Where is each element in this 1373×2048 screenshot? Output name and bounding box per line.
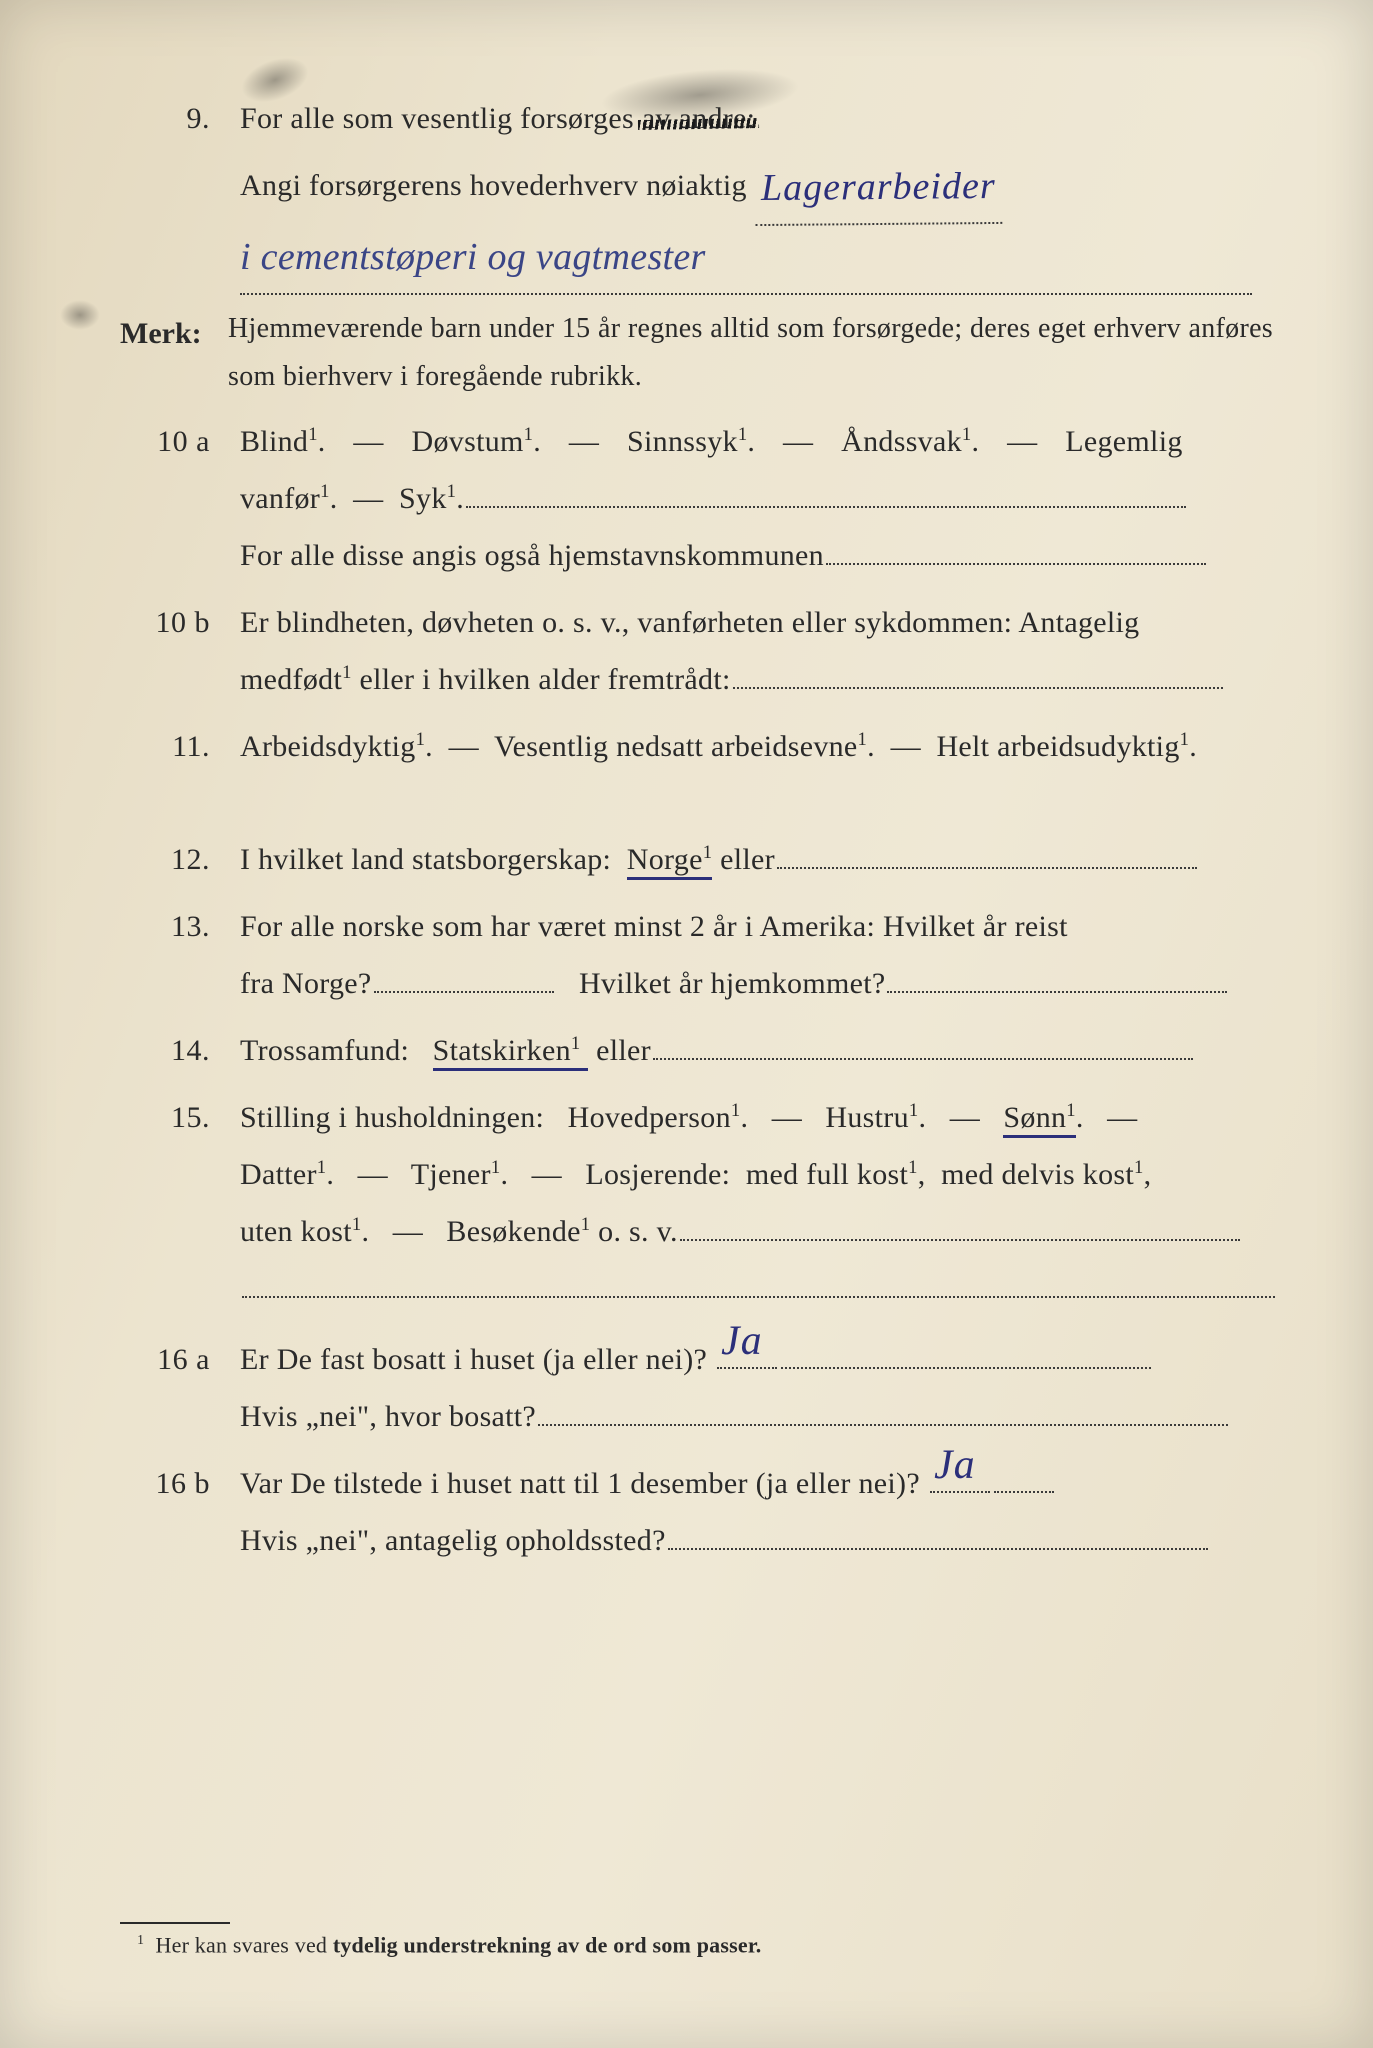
text: medfødt1 bbox=[240, 663, 352, 696]
question-number: 15. bbox=[120, 1089, 240, 1146]
option-underlined: Statskirken1 bbox=[433, 1034, 589, 1071]
question-number: 12. bbox=[120, 831, 240, 888]
footnote-marker: 1 bbox=[137, 1932, 144, 1947]
question-12: 12. I hvilket land statsborgerskap: Norg… bbox=[120, 831, 1273, 888]
question-body: Arbeidsdyktig1. — Vesentlig nedsatt arbe… bbox=[240, 718, 1273, 775]
question-number: 16 a bbox=[120, 1331, 240, 1388]
text: Er De fast bosatt i huset (ja eller nei)… bbox=[240, 1343, 707, 1376]
text: Hvilket år hjemkommet? bbox=[579, 967, 886, 1000]
text: For alle disse angis også hjemstavnskomm… bbox=[240, 539, 824, 572]
question-number: 13. bbox=[120, 898, 240, 955]
question-number: 14. bbox=[120, 1022, 240, 1079]
footnote: 1 Her kan svares ved tydelig understrekn… bbox=[120, 1932, 1273, 1958]
question-body: Trossamfund: Statskirken1 eller bbox=[240, 1022, 1273, 1079]
option: uten kost1. bbox=[240, 1215, 369, 1248]
question-9: 9. For alle som vesentlig forsørges av a… bbox=[120, 90, 1273, 295]
census-form-page: 9. For alle som vesentlig forsørges av a… bbox=[0, 0, 1373, 2048]
question-number: 11. bbox=[120, 718, 240, 775]
option: Åndssvak1. bbox=[841, 425, 979, 458]
text: eller bbox=[596, 1034, 651, 1067]
question-number: 10 b bbox=[120, 594, 240, 651]
question-10b: 10 b Er blindheten, døvheten o. s. v., v… bbox=[120, 594, 1273, 708]
text-struck: av andre: bbox=[642, 102, 755, 135]
handwritten-answer: Ja bbox=[933, 1425, 975, 1505]
question-body: For alle norske som har været minst 2 år… bbox=[240, 898, 1273, 1012]
handwritten-answer: Ja bbox=[721, 1301, 763, 1381]
text: Var De tilstede i huset natt til 1 desem… bbox=[240, 1467, 920, 1500]
option: Arbeidsdyktig1. bbox=[240, 730, 433, 763]
option: Døvstum1. bbox=[412, 425, 542, 458]
text: Hvis „nei", antagelig opholdssted? bbox=[240, 1524, 666, 1557]
footnote-area: 1 Her kan svares ved tydelig understrekn… bbox=[120, 1862, 1273, 1958]
text: For alle norske som har været minst 2 år… bbox=[240, 910, 1068, 943]
option-underlined: Sønn1 bbox=[1003, 1101, 1076, 1138]
question-14: 14. Trossamfund: Statskirken1 eller bbox=[120, 1022, 1273, 1079]
option: med full kost1, bbox=[746, 1158, 926, 1191]
merk-label: Merk: bbox=[120, 305, 228, 362]
text: eller i hvilken alder fremtrådt: bbox=[352, 663, 731, 696]
text: For alle som vesentlig forsørges bbox=[240, 102, 634, 135]
question-body: Var De tilstede i huset natt til 1 desem… bbox=[240, 1455, 1273, 1569]
option: Vesentlig nedsatt arbeidsevne1. bbox=[494, 730, 875, 763]
option: vanfør1. bbox=[240, 482, 338, 515]
merk-text: Hjemmeværende barn under 15 år regnes al… bbox=[228, 305, 1273, 400]
option: Helt arbeidsudyktig1. bbox=[936, 730, 1197, 763]
question-16b: 16 b Var De tilstede i huset natt til 1 … bbox=[120, 1455, 1273, 1569]
option: med delvis kost1, bbox=[941, 1158, 1151, 1191]
question-11: 11. Arbeidsdyktig1. — Vesentlig nedsatt … bbox=[120, 718, 1273, 775]
text: o. s. v. bbox=[590, 1215, 677, 1248]
question-body: Er De fast bosatt i huset (ja eller nei)… bbox=[240, 1331, 1273, 1445]
question-13: 13. For alle norske som har været minst … bbox=[120, 898, 1273, 1012]
option: Hovedperson1. bbox=[568, 1101, 749, 1134]
question-body: I hvilket land statsborgerskap: Norge1 e… bbox=[240, 831, 1273, 888]
handwritten-answer: Lagerarbeider bbox=[754, 150, 1001, 226]
text: Hvis „nei", hvor bosatt? bbox=[240, 1400, 536, 1433]
option: Hustru1. bbox=[825, 1101, 926, 1134]
merk-note: Merk: Hjemmeværende barn under 15 år reg… bbox=[120, 305, 1273, 400]
footnote-rule bbox=[120, 1922, 230, 1924]
text: Losjerende: bbox=[585, 1158, 730, 1191]
option: Blind1. bbox=[240, 425, 326, 458]
text: fra Norge? bbox=[240, 967, 372, 1000]
option: Besøkende1 bbox=[446, 1215, 590, 1248]
option: Legemlig bbox=[1065, 425, 1182, 458]
text: Trossamfund: bbox=[240, 1034, 409, 1067]
option-underlined: Norge1 bbox=[627, 843, 713, 880]
question-15: 15. Stilling i husholdningen: Hovedperso… bbox=[120, 1089, 1273, 1317]
text: eller bbox=[720, 843, 775, 876]
footnote-text-bold: tydelig understrekning av de ord som pas… bbox=[333, 1932, 762, 1957]
handwritten-answer: i cementstøperi og vagtmester bbox=[240, 221, 1252, 295]
question-body: Blind1. — Døvstum1. — Sinnssyk1. — Åndss… bbox=[240, 413, 1273, 584]
question-16a: 16 a Er De fast bosatt i huset (ja eller… bbox=[120, 1331, 1273, 1445]
question-body: For alle som vesentlig forsørges av andr… bbox=[240, 90, 1273, 295]
text: I hvilket land statsborgerskap: bbox=[240, 843, 611, 876]
option: Syk1. bbox=[399, 482, 464, 515]
question-body: Stilling i husholdningen: Hovedperson1. … bbox=[240, 1089, 1273, 1317]
option: Sinnssyk1. bbox=[627, 425, 755, 458]
question-body: Er blindheten, døvheten o. s. v., vanfør… bbox=[240, 594, 1273, 708]
question-10a: 10 a Blind1. — Døvstum1. — Sinnssyk1. — … bbox=[120, 413, 1273, 584]
text: Stilling i husholdningen: bbox=[240, 1101, 544, 1134]
option: Datter1. bbox=[240, 1158, 334, 1191]
option: Tjener1. bbox=[411, 1158, 509, 1191]
question-number: 10 a bbox=[120, 413, 240, 470]
text: Er blindheten, døvheten o. s. v., vanfør… bbox=[240, 606, 1139, 639]
ink-smudge bbox=[60, 300, 100, 330]
footnote-text: Her kan svares ved bbox=[156, 1932, 333, 1957]
question-number: 16 b bbox=[120, 1455, 240, 1512]
text: Angi forsørgerens hovederhverv nøiaktig bbox=[240, 169, 747, 202]
question-number: 9. bbox=[120, 90, 240, 147]
